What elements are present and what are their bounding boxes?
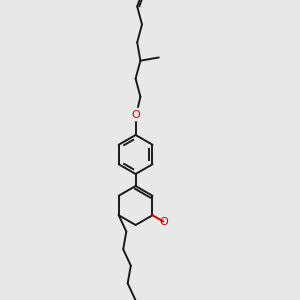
Text: O: O bbox=[159, 217, 168, 226]
Text: O: O bbox=[131, 110, 140, 120]
